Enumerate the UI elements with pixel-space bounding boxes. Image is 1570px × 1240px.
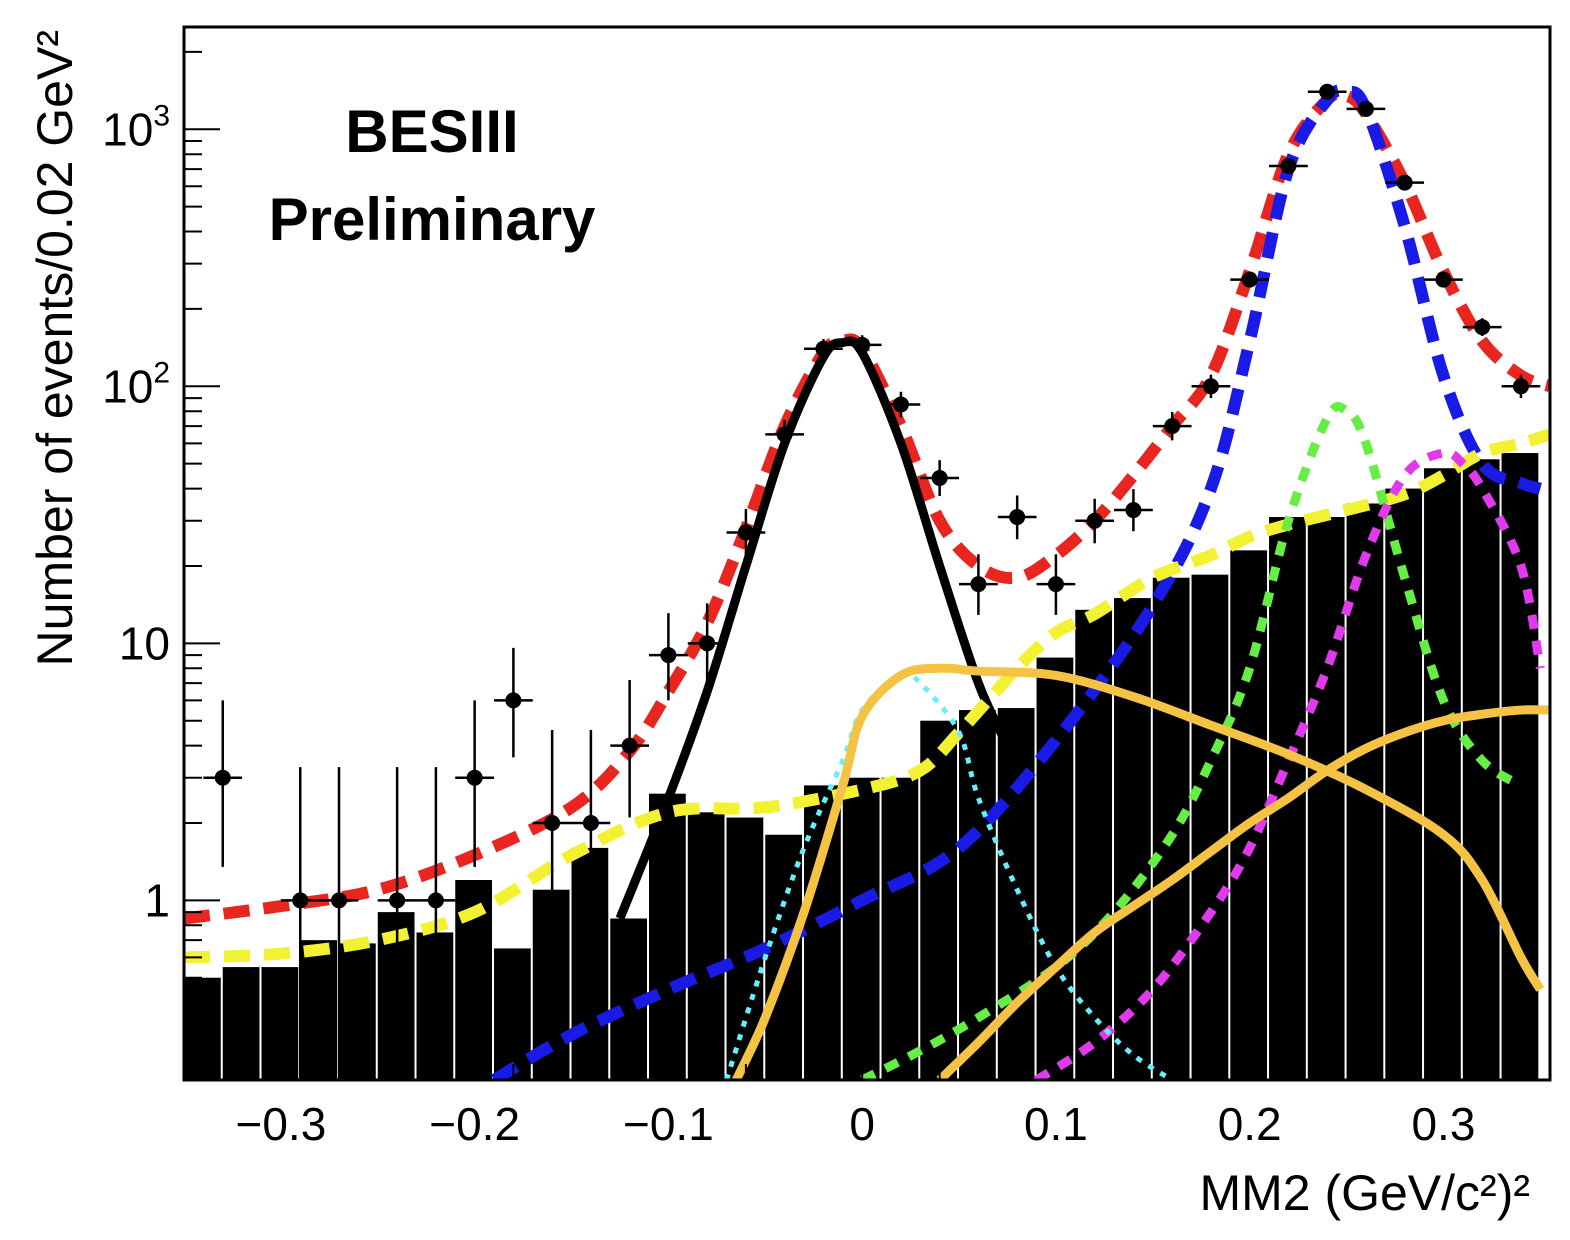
x-tick-label: 0.1 xyxy=(1024,1098,1088,1150)
x-tick-label: 0.3 xyxy=(1411,1098,1475,1150)
data-point xyxy=(649,613,688,701)
histogram-bar xyxy=(881,777,919,1080)
data-point xyxy=(280,767,320,1080)
data-point xyxy=(1036,554,1076,615)
data-point xyxy=(1075,498,1115,544)
histogram-bar xyxy=(1424,468,1461,1080)
histogram-bar xyxy=(687,812,725,1080)
histogram-bar xyxy=(1462,459,1500,1080)
data-point xyxy=(416,767,456,1080)
data-point xyxy=(1462,318,1502,336)
data-point xyxy=(455,700,495,867)
data-point xyxy=(377,767,417,1080)
histogram-bar xyxy=(1114,598,1151,1080)
data-point xyxy=(726,509,766,557)
data-point xyxy=(1114,489,1153,532)
histogram-bar xyxy=(300,940,338,1080)
data-point xyxy=(920,460,960,497)
data-point xyxy=(842,335,882,355)
x-tick-label: −0.3 xyxy=(235,1098,326,1150)
histogram-bar xyxy=(920,720,958,1080)
histogram-bar xyxy=(842,777,880,1080)
data-point xyxy=(765,419,805,450)
histogram-bar xyxy=(1152,577,1190,1080)
curve-yellow-dashed xyxy=(184,428,1550,964)
data-point xyxy=(610,679,650,818)
data-point xyxy=(959,554,998,615)
x-tick-label: 0.2 xyxy=(1218,1098,1282,1150)
histogram-bar xyxy=(1191,574,1229,1080)
plot-frame xyxy=(182,25,1552,1082)
histogram-bar xyxy=(494,948,531,1080)
x-tick-label: −0.1 xyxy=(623,1098,714,1150)
data-point xyxy=(1191,374,1231,399)
histogram-bar xyxy=(1307,517,1345,1080)
y-tick-label: 102 xyxy=(102,356,170,412)
data-point xyxy=(881,391,921,418)
data-point xyxy=(1307,83,1347,100)
data-point xyxy=(1346,100,1386,117)
data-point xyxy=(571,730,611,958)
curve-blue-dashed xyxy=(490,84,1542,1080)
x-tick-label: −0.2 xyxy=(429,1098,520,1150)
curve-magenta-dotted xyxy=(1034,448,1545,1080)
data-point xyxy=(687,603,727,685)
y-tick-label: 1 xyxy=(144,874,170,926)
data-point xyxy=(804,338,843,359)
data-point xyxy=(1152,412,1192,441)
x-axis-title: MM2 (GeV/c²)² xyxy=(1199,1165,1530,1221)
data-point xyxy=(319,767,359,1080)
fit-curves xyxy=(184,84,1550,1080)
axis-ticks: −0.3 −0.2 −0.1 0 0.1 0.2 0.3 1 10 102 103 xyxy=(102,50,1522,1150)
data-point xyxy=(1269,157,1308,174)
data-point xyxy=(1385,174,1425,191)
curve-cyan-dotted xyxy=(724,670,1174,1080)
y-tick-label: 103 xyxy=(102,99,170,155)
y-tick-label: 10 xyxy=(119,617,170,669)
histogram-bar xyxy=(184,977,221,1080)
histogram-bar xyxy=(222,967,260,1080)
histogram-bar xyxy=(1385,488,1423,1080)
data-point xyxy=(1230,271,1270,288)
annotation-preliminary: Preliminary xyxy=(269,186,596,253)
histogram-bar xyxy=(997,708,1035,1080)
data-point xyxy=(203,700,243,867)
curve-orange-solid-1 xyxy=(732,663,1545,1080)
annotation-besiii: BESIII xyxy=(345,98,518,165)
data-point xyxy=(532,730,572,958)
histogram-bar xyxy=(339,943,376,1080)
data-point xyxy=(494,647,533,758)
data-points xyxy=(203,83,1541,1080)
data-point xyxy=(997,495,1037,540)
y-axis-title: Number of events/0.02 GeV² xyxy=(27,30,83,666)
histogram-bar xyxy=(804,785,841,1080)
curve-orange-solid-2 xyxy=(936,705,1550,1080)
data-point xyxy=(1501,374,1541,399)
x-tick-label: 0 xyxy=(849,1098,875,1150)
data-point xyxy=(1424,271,1463,288)
